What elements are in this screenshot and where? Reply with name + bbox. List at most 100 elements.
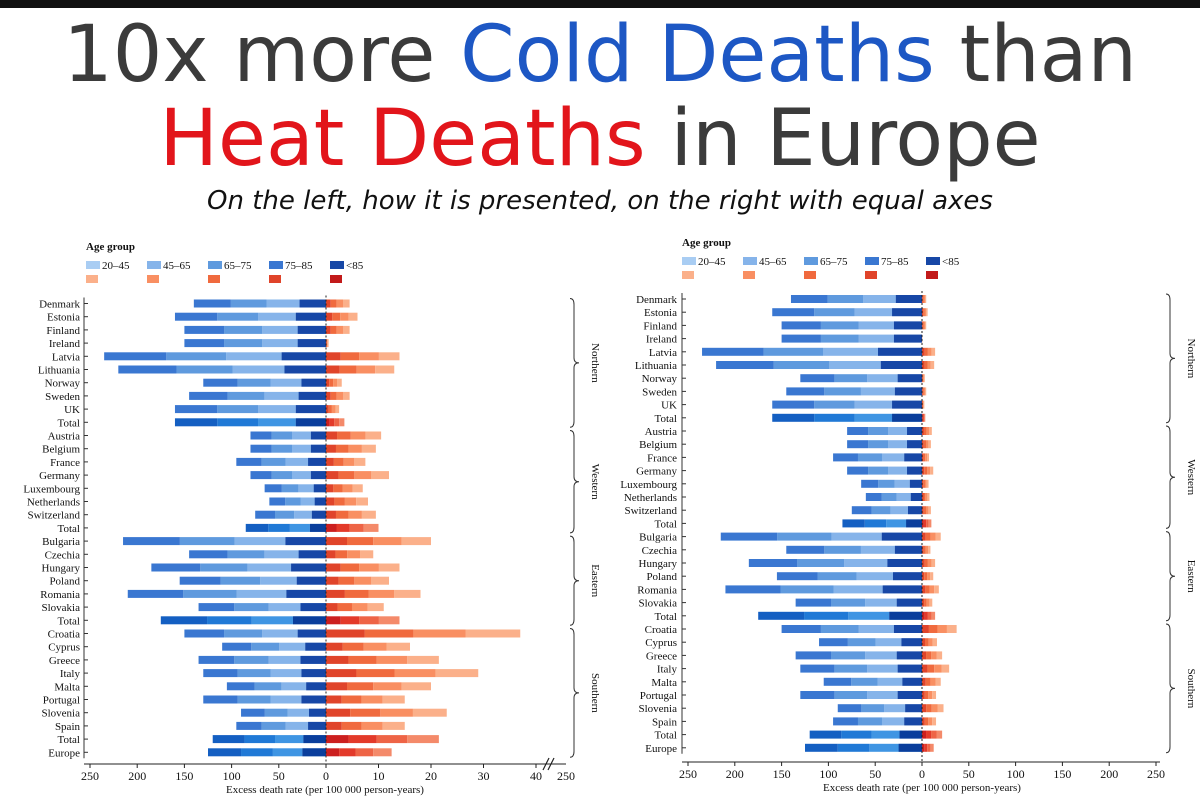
cold-bar-segment bbox=[868, 440, 889, 449]
row-total: Total bbox=[655, 730, 943, 742]
heat-bar-segment bbox=[356, 497, 368, 506]
cold-bar-segment bbox=[795, 598, 832, 607]
cold-bar-segment bbox=[847, 440, 869, 449]
heat-bar-segment bbox=[326, 735, 349, 744]
cold-bar-segment bbox=[898, 743, 922, 752]
heat-bar-segment bbox=[922, 479, 924, 488]
heat-bar-segment bbox=[326, 589, 345, 598]
cold-bar-segment bbox=[184, 325, 225, 334]
category-label: Luxembourg bbox=[23, 483, 80, 495]
cold-bar-segment bbox=[820, 625, 859, 633]
row-total: Total bbox=[58, 417, 345, 429]
cold-bar-segment bbox=[905, 704, 922, 713]
cold-bar-segment bbox=[882, 585, 922, 594]
heat-bar-segment bbox=[347, 537, 374, 546]
heat-bar-segment bbox=[922, 559, 925, 567]
cold-bar-segment bbox=[892, 413, 922, 422]
legend-swatch-heat bbox=[926, 271, 938, 279]
heat-bar-segment bbox=[333, 378, 338, 387]
heat-bar-segment bbox=[338, 576, 355, 585]
cold-bar-segment bbox=[250, 471, 272, 480]
heat-bar-segment bbox=[927, 466, 931, 475]
heat-bar-segment bbox=[348, 312, 358, 321]
heat-bar-segment bbox=[326, 497, 335, 506]
legend-swatch-cold bbox=[208, 261, 222, 269]
heat-bar-segment bbox=[926, 651, 932, 660]
cold-bar-segment bbox=[234, 603, 269, 612]
cold-bar-segment bbox=[824, 387, 861, 396]
heat-bar-segment bbox=[923, 295, 926, 303]
cold-bar-segment bbox=[208, 748, 242, 757]
cold-bar-segment bbox=[236, 457, 262, 466]
cold-bar-segment bbox=[284, 365, 326, 374]
heat-bar-segment bbox=[326, 325, 331, 334]
heat-bar-segment bbox=[930, 572, 934, 581]
heat-bar-segment bbox=[922, 598, 925, 607]
heat-bar-segment bbox=[923, 493, 926, 501]
heat-bar-segment bbox=[333, 457, 344, 466]
cold-bar-segment bbox=[860, 387, 895, 396]
cold-bar-segment bbox=[881, 717, 905, 726]
heat-bar-segment bbox=[927, 559, 932, 567]
row-slovakia: Slovakia bbox=[42, 602, 384, 614]
heat-bar-segment bbox=[925, 295, 927, 303]
category-label: Portugal bbox=[640, 690, 677, 702]
row-netherlands: Netherlands bbox=[27, 497, 368, 509]
row-denmark: Denmark bbox=[636, 294, 927, 306]
heat-bar-segment bbox=[924, 691, 929, 699]
legend-title: Age group bbox=[682, 237, 731, 249]
heat-bar-segment bbox=[922, 704, 927, 713]
heat-bar-segment bbox=[932, 638, 937, 647]
heat-bar-segment bbox=[922, 427, 924, 435]
heat-bar-segment bbox=[923, 519, 927, 528]
heat-bar-segment bbox=[924, 598, 927, 607]
cold-bar-segment bbox=[857, 717, 882, 726]
category-label: Luxembourg bbox=[620, 479, 677, 491]
category-label: Malta bbox=[54, 681, 80, 693]
cold-bar-segment bbox=[894, 479, 910, 488]
heat-bar-segment bbox=[928, 717, 933, 726]
category-label: Netherlands bbox=[27, 497, 80, 509]
heat-bar-segment bbox=[931, 651, 937, 660]
headline-line-2: Heat Deaths in Europe bbox=[0, 100, 1200, 178]
cold-bar-segment bbox=[298, 550, 326, 559]
heat-bar-segment bbox=[335, 405, 340, 414]
cold-bar-segment bbox=[834, 374, 868, 383]
cold-bar-segment bbox=[896, 651, 922, 660]
cold-bar-segment bbox=[234, 537, 286, 546]
region-brace bbox=[569, 628, 580, 758]
category-label: Sweden bbox=[45, 391, 80, 403]
region-brace bbox=[1165, 425, 1176, 529]
cold-bar-segment bbox=[871, 730, 900, 739]
cold-bar-segment bbox=[234, 655, 269, 664]
heat-bar-segment bbox=[931, 611, 936, 620]
legend-swatch-cold bbox=[804, 257, 818, 265]
heat-bar-segment bbox=[328, 405, 332, 414]
category-label: Hungary bbox=[42, 563, 81, 575]
heat-bar-segment bbox=[340, 563, 360, 572]
heat-bar-segment bbox=[347, 682, 374, 691]
heat-bar-segment bbox=[326, 655, 349, 664]
cold-bar-segment bbox=[886, 519, 907, 528]
heat-bar-segment bbox=[359, 563, 379, 572]
heat-bar-segment bbox=[922, 361, 925, 369]
heat-bar-segment bbox=[326, 550, 336, 559]
heat-bar-segment bbox=[927, 572, 931, 581]
cold-bar-segment bbox=[237, 695, 271, 704]
category-label: UK bbox=[64, 404, 80, 416]
cold-bar-segment bbox=[200, 563, 248, 572]
cold-bar-segment bbox=[904, 717, 922, 726]
category-label: Hungary bbox=[639, 558, 678, 570]
cold-bar-segment bbox=[797, 559, 845, 567]
cold-bar-segment bbox=[837, 704, 862, 713]
heat-bar-segment bbox=[928, 638, 933, 647]
cold-bar-segment bbox=[902, 677, 922, 686]
category-label: Netherlands bbox=[624, 492, 677, 504]
heat-bar-segment bbox=[367, 603, 384, 612]
heat-bar-segment bbox=[334, 418, 340, 427]
cold-bar-segment bbox=[285, 497, 301, 506]
cold-bar-segment bbox=[781, 334, 821, 343]
cold-bar-segment bbox=[264, 484, 282, 493]
category-label: Italy bbox=[60, 668, 81, 680]
category-label: Greece bbox=[49, 655, 80, 667]
